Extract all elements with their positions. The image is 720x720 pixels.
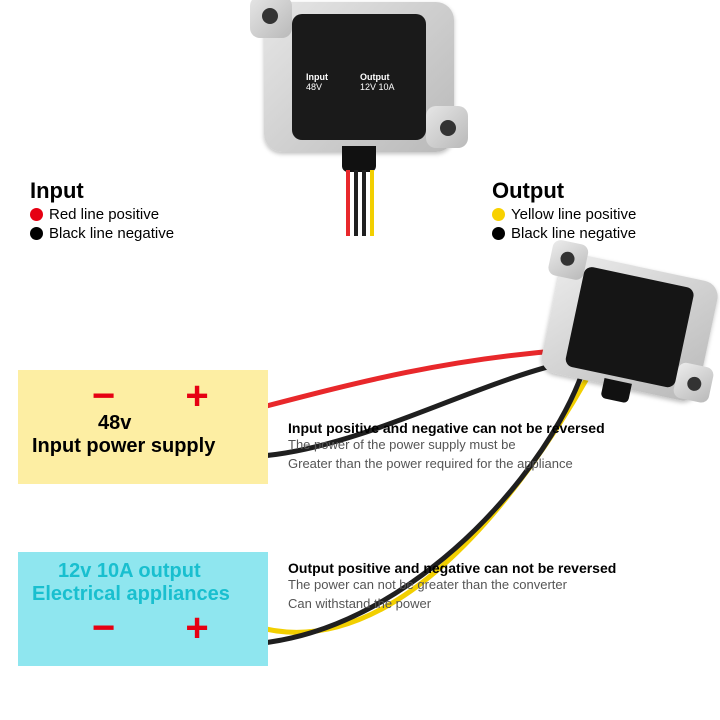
legend-row: Black line negative xyxy=(30,225,174,242)
plus-sign: + xyxy=(185,608,208,648)
output-box-line1: 12v 10A output xyxy=(32,560,254,583)
legend-row: Red line positive xyxy=(30,206,174,223)
output-box-line2: Electrical appliances xyxy=(32,583,254,606)
legend-input-title: Input xyxy=(30,178,174,204)
plus-sign: + xyxy=(185,376,208,416)
dot-red xyxy=(30,208,43,221)
input-power-box: − + 48v Input power supply xyxy=(18,370,268,484)
sensor-input-val: 48V xyxy=(306,82,328,92)
wire-red xyxy=(220,350,568,418)
output-note: Output positive and negative can not be … xyxy=(288,560,628,614)
input-note: Input positive and negative can not be r… xyxy=(288,420,618,474)
minus-sign: − xyxy=(92,608,115,648)
input-note-line: Greater than the power required for the … xyxy=(288,455,618,474)
input-box-voltage: 48v xyxy=(32,412,254,435)
legend-text: Black line negative xyxy=(511,225,636,242)
output-note-bold: Output positive and negative can not be … xyxy=(288,560,628,576)
dot-black xyxy=(30,227,43,240)
legend-text: Red line positive xyxy=(49,206,159,223)
sensor-input-label: Input xyxy=(306,72,328,82)
output-appliance-box: 12v 10A output Electrical appliances − + xyxy=(18,552,268,666)
output-note-line: The power can not be greater than the co… xyxy=(288,576,628,595)
input-box-label: Input power supply xyxy=(32,435,254,458)
output-note-line: Can withstand the power xyxy=(288,595,628,614)
legend-row: Black line negative xyxy=(492,225,636,242)
sensor-output-label: Output xyxy=(360,72,395,82)
legend-text: Yellow line positive xyxy=(511,206,636,223)
dot-yellow xyxy=(492,208,505,221)
sensor-output-val: 12V 10A xyxy=(360,82,395,92)
converter-module-top: Input 48V Output 12V 10A xyxy=(264,0,454,176)
legend-output: Output Yellow line positive Black line n… xyxy=(492,178,636,242)
dot-black xyxy=(492,227,505,240)
legend-input: Input Red line positive Black line negat… xyxy=(30,178,174,242)
legend-text: Black line negative xyxy=(49,225,174,242)
minus-sign: − xyxy=(92,376,115,416)
legend-row: Yellow line positive xyxy=(492,206,636,223)
input-note-line: The power of the power supply must be xyxy=(288,436,618,455)
input-note-bold: Input positive and negative can not be r… xyxy=(288,420,618,436)
legend-output-title: Output xyxy=(492,178,636,204)
